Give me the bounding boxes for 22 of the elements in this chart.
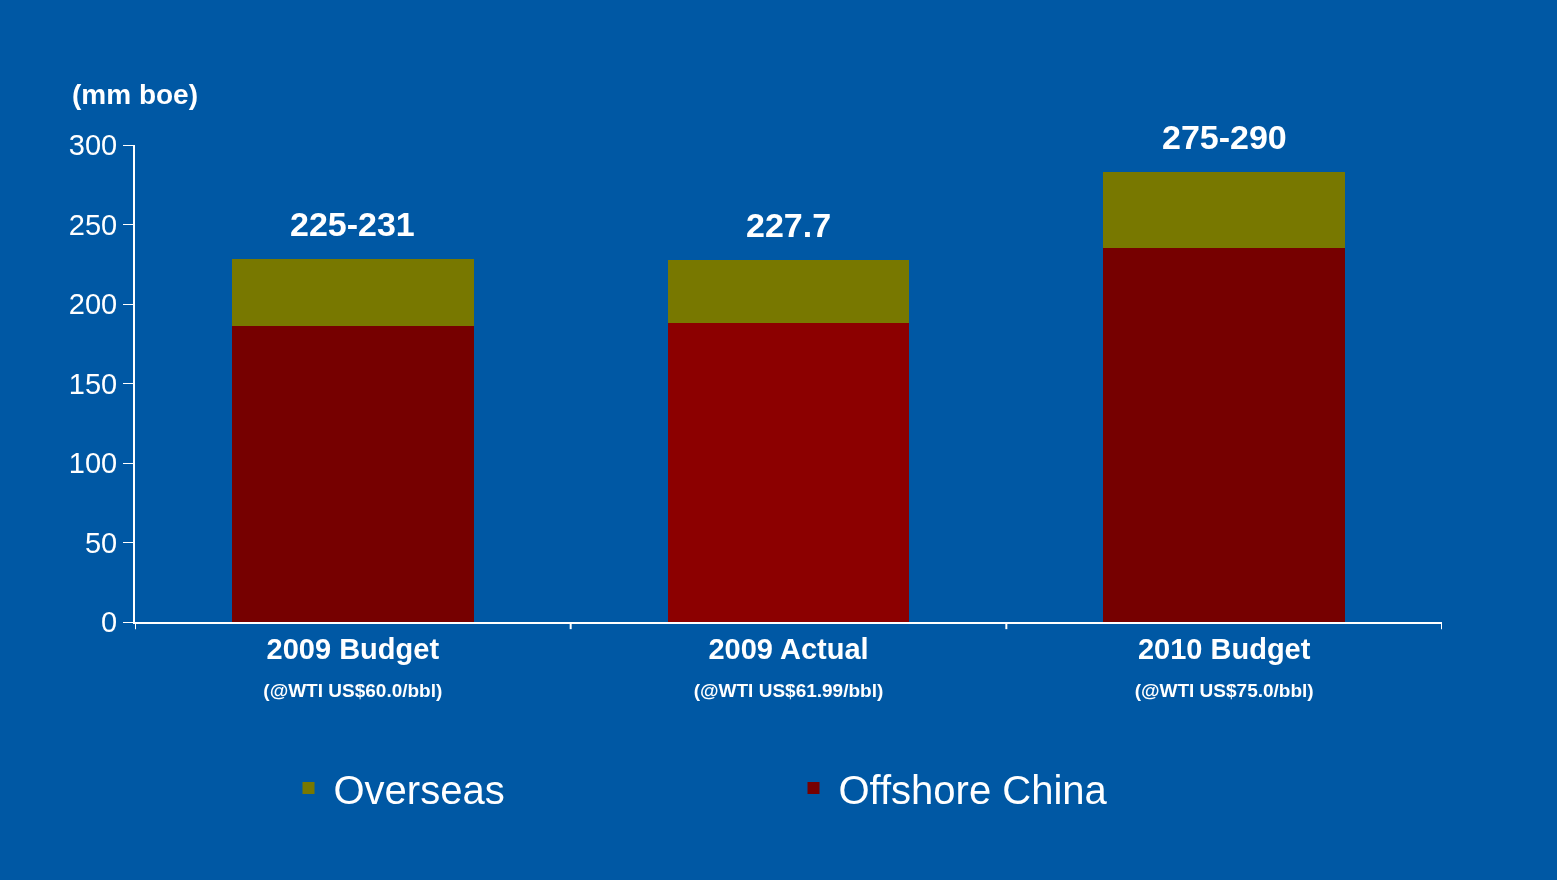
y-tick-label: 100 — [68, 447, 118, 480]
bar — [231, 326, 474, 622]
total-label: 275-290 — [1162, 118, 1287, 156]
y-tick-label: 300 — [68, 129, 118, 162]
total-label: 227.7 — [746, 206, 832, 244]
bar — [667, 323, 910, 622]
y-tick-label: 250 — [68, 208, 118, 241]
legend-label: Overseas — [333, 767, 505, 812]
y-tick-label: 0 — [101, 606, 118, 639]
x-tick-label: 2009 Budget (@WTI US$60.0/bbl) — [263, 632, 443, 701]
bar — [1103, 248, 1346, 622]
total-label: 225-231 — [290, 205, 415, 243]
x-tick-label: 2010 Budget (@WTI US$75.0/bbl) — [1134, 632, 1314, 701]
bar — [1103, 172, 1346, 249]
x-tick-label: 2009 Actual (@WTI US$61.99/bbl) — [693, 632, 884, 701]
y-tick-label: 200 — [68, 288, 118, 321]
y-tick-label: 150 — [68, 367, 118, 400]
legend-label: Offshore China — [838, 767, 1108, 812]
y-tick-label: 50 — [84, 526, 118, 559]
bar — [667, 259, 910, 324]
bar — [231, 259, 474, 327]
y-axis-title: (mm boe) — [72, 79, 198, 110]
